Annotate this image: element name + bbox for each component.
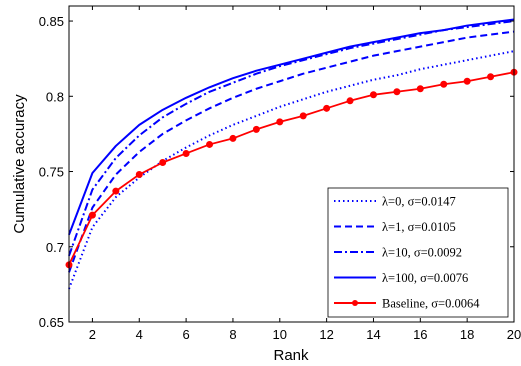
legend-marker [352,300,358,306]
series-line-2 [68,20,515,257]
legend-label-3: λ=100, σ=0.0076 [382,271,468,285]
baseline-point [159,158,167,166]
baseline-point [229,134,237,142]
baseline-point [369,91,377,99]
plot-frame [68,5,515,323]
x-tick-label: 8 [229,327,236,342]
x-tick-label: 18 [460,327,474,342]
baseline-point [299,112,307,120]
x-tick-label: 10 [273,327,287,342]
baseline-point [440,80,448,88]
x-tick-label: 2 [89,327,96,342]
x-tick-label: 4 [136,327,143,342]
baseline-point [346,97,354,105]
legend: λ=0, σ=0.0147 λ=1, σ=0.0105 λ=10, σ=0.0092… [327,187,509,318]
y-axis-label: Cumulative accuracy [11,94,28,234]
baseline-point [206,140,214,148]
y-tick-label: 0.75 [39,165,64,180]
baseline-point [88,211,96,219]
baseline-point [463,77,471,85]
baseline-point [135,171,143,179]
y-tick-label: 0.8 [46,89,64,104]
series-layer [65,18,518,290]
ticks-layer: 2 4 6 8 10 12 14 16 18 20 0.65 0.7 0.75 0.8 0.85 [39,6,521,342]
x-tick-label: 6 [182,327,189,342]
series-line-3 [68,18,515,236]
x-tick-label: 14 [366,327,380,342]
x-tick-label: 12 [319,327,333,342]
legend-label-4: Baseline, σ=0.0064 [382,297,480,311]
series-line-1 [68,30,515,273]
y-tick-label: 0.85 [39,14,64,29]
baseline-point [393,88,401,96]
legend-label-2: λ=10, σ=0.0092 [382,246,462,260]
y-tick-label: 0.7 [46,240,64,255]
x-axis-label: Rank [273,347,309,364]
baseline-point [252,125,260,133]
x-tick-label: 16 [413,327,427,342]
baseline-point [323,104,331,112]
legend-label-0: λ=0, σ=0.0147 [382,195,456,209]
series-line-4 [68,71,515,266]
y-tick-label: 0.65 [39,315,64,330]
baseline-point [112,187,120,195]
baseline-point [276,118,284,126]
baseline-point [487,73,495,81]
baseline-point [416,85,424,93]
baseline-point [182,149,190,157]
x-tick-label: 20 [507,327,521,342]
legend-label-1: λ=1, σ=0.0105 [382,220,456,234]
